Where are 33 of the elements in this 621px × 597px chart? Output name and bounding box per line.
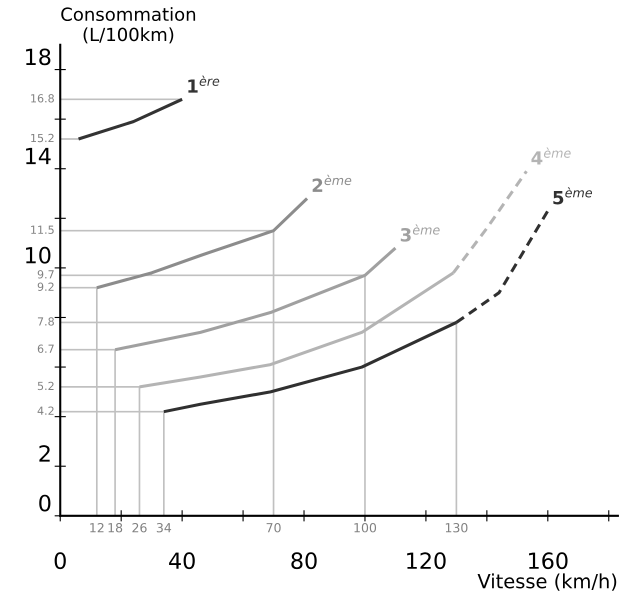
x-tick-label: 160 bbox=[529, 552, 568, 570]
series-label: 1$^{ère}$ bbox=[188, 76, 220, 93]
x-tick-label: 0 bbox=[54, 552, 66, 570]
annotation: 9.2 bbox=[38, 282, 54, 291]
series-label: 3$^{ème}$ bbox=[400, 224, 440, 242]
annotation: 5.2 bbox=[38, 382, 54, 390]
y-tick-label: 18 bbox=[26, 48, 50, 66]
annotation: 12 bbox=[90, 522, 104, 532]
series-label: 2$^{ème}$ bbox=[312, 174, 352, 192]
annotation: 6.7 bbox=[38, 344, 54, 353]
series-label: 4$^{ème}$ bbox=[531, 148, 571, 165]
annotation: 4.2 bbox=[38, 406, 54, 415]
series-label: 5$^{ème}$ bbox=[553, 187, 592, 204]
annotation: 16.8 bbox=[31, 94, 54, 103]
y-tick-label: 10 bbox=[26, 246, 50, 264]
annotation: 11.5 bbox=[31, 226, 54, 234]
y-tick-label: 2 bbox=[39, 445, 50, 462]
annotation: 15.2 bbox=[31, 134, 54, 142]
x-tick-label: 120 bbox=[407, 552, 446, 570]
annotation: 70 bbox=[266, 522, 281, 532]
annotation: 18 bbox=[108, 522, 122, 532]
annotation: 100 bbox=[354, 522, 376, 532]
y-axis-title: Consommation (L/100km) bbox=[61, 7, 196, 44]
x-axis-title: Vitesse (km/h) bbox=[478, 573, 616, 591]
annotation: 130 bbox=[446, 522, 468, 532]
annotation: 34 bbox=[156, 522, 172, 532]
x-tick-label: 40 bbox=[169, 552, 195, 570]
y-tick-label: 0 bbox=[39, 494, 50, 512]
y-tick-label: 14 bbox=[26, 148, 51, 164]
annotation: 7.8 bbox=[38, 317, 54, 326]
annotation: 9.7 bbox=[38, 270, 54, 279]
x-tick-label: 80 bbox=[291, 552, 317, 570]
annotation: 26 bbox=[132, 522, 147, 532]
